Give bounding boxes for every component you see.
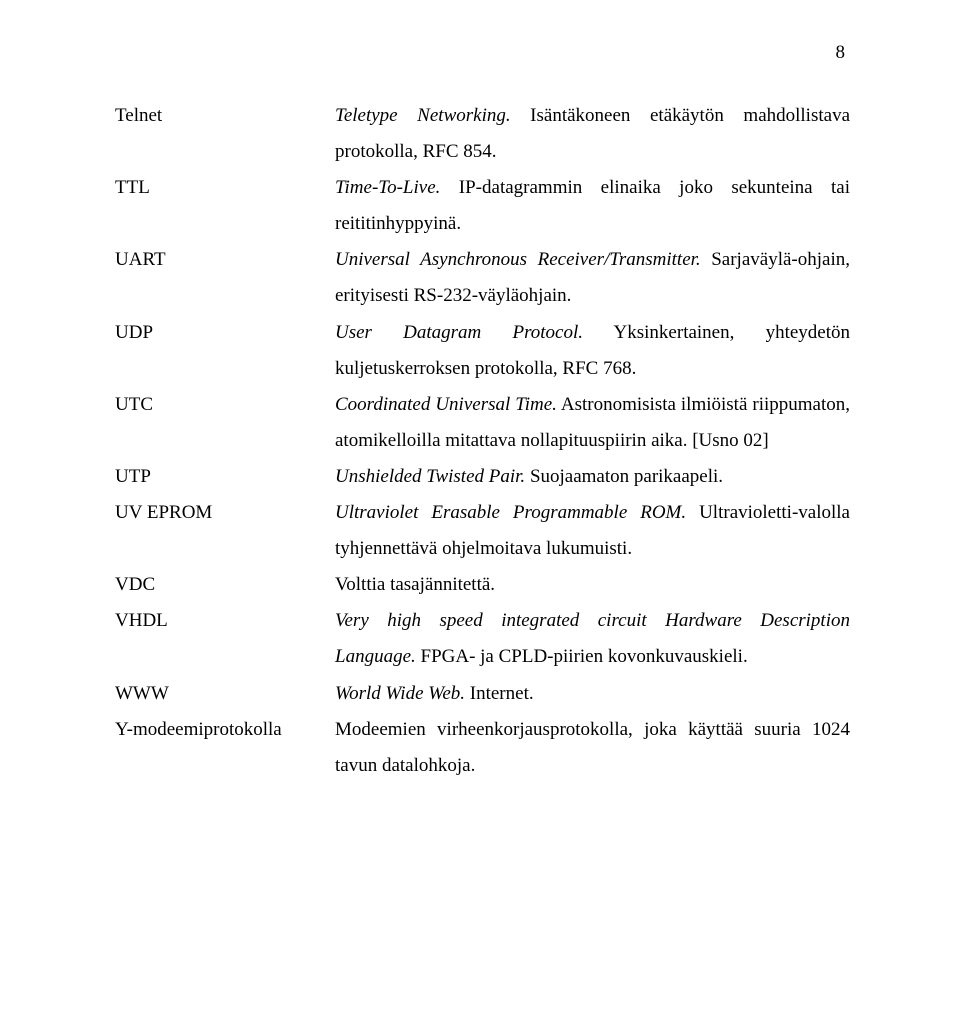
definition-italic: Unshielded Twisted Pair. (335, 466, 525, 487)
definition-italic: Teletype Networking. (335, 105, 511, 126)
term-vdc: VDC (115, 567, 335, 603)
definition-row: UTC Coordinated Universal Time. Astronom… (115, 387, 850, 459)
page-number: 8 (836, 42, 846, 64)
definition-italic: Coordinated Universal Time. (335, 394, 557, 415)
definition-vhdl: Very high speed integrated circuit Hardw… (335, 603, 850, 675)
definition-rest: Volttia tasajännitettä. (335, 574, 495, 595)
definition-italic: Time-To-Live. (335, 177, 440, 198)
definition-italic: User Datagram Protocol. (335, 322, 583, 343)
definition-uart: Universal Asynchronous Receiver/Transmit… (335, 242, 850, 314)
definition-rest: Suojaamaton parikaapeli. (525, 466, 723, 487)
term-udp: UDP (115, 315, 335, 351)
definition-row: TTL Time-To-Live. IP-datagrammin elinaik… (115, 170, 850, 242)
definition-row: VHDL Very high speed integrated circuit … (115, 603, 850, 675)
definition-rest: Internet. (465, 683, 534, 704)
definition-uveprom: Ultraviolet Erasable Programmable ROM. U… (335, 495, 850, 567)
definition-row: WWW World Wide Web. Internet. (115, 676, 850, 712)
definition-row: UTP Unshielded Twisted Pair. Suojaamaton… (115, 459, 850, 495)
term-uart: UART (115, 242, 335, 278)
term-www: WWW (115, 676, 335, 712)
definition-italic: World Wide Web. (335, 683, 465, 704)
definition-row: Y-modeemiprotokolla Modeemien virheenkor… (115, 712, 850, 784)
definition-italic: Ultraviolet Erasable Programmable ROM. (335, 502, 686, 523)
document-page: 8 Telnet Teletype Networking. Isäntäkone… (0, 0, 960, 1029)
definition-vdc: Volttia tasajännitettä. (335, 567, 850, 603)
term-telnet: Telnet (115, 98, 335, 134)
definition-row: UDP User Datagram Protocol. Yksinkertain… (115, 315, 850, 387)
definition-ymodem: Modeemien virheenkorjausprotokolla, joka… (335, 712, 850, 784)
term-uveprom: UV EPROM (115, 495, 335, 531)
definition-row: VDC Volttia tasajännitettä. (115, 567, 850, 603)
definition-ttl: Time-To-Live. IP-datagrammin elinaika jo… (335, 170, 850, 242)
definition-rest: FPGA- ja CPLD-piirien kovonkuvauskieli. (416, 646, 748, 667)
definition-row: UV EPROM Ultraviolet Erasable Programmab… (115, 495, 850, 567)
definition-row: Telnet Teletype Networking. Isäntäkoneen… (115, 98, 850, 170)
definition-telnet: Teletype Networking. Isäntäkoneen etäkäy… (335, 98, 850, 170)
term-utc: UTC (115, 387, 335, 423)
definition-udp: User Datagram Protocol. Yksinkertainen, … (335, 315, 850, 387)
definition-italic: Universal Asynchronous Receiver/Transmit… (335, 249, 701, 270)
definition-www: World Wide Web. Internet. (335, 676, 850, 712)
definition-rest: Modeemien virheenkorjausprotokolla, joka… (335, 719, 850, 776)
definition-row: UART Universal Asynchronous Receiver/Tra… (115, 242, 850, 314)
term-ymodem: Y-modeemiprotokolla (115, 712, 335, 748)
term-vhdl: VHDL (115, 603, 335, 639)
term-ttl: TTL (115, 170, 335, 206)
definition-list: Telnet Teletype Networking. Isäntäkoneen… (115, 98, 850, 784)
term-utp: UTP (115, 459, 335, 495)
definition-utc: Coordinated Universal Time. Astronomisis… (335, 387, 850, 459)
definition-utp: Unshielded Twisted Pair. Suojaamaton par… (335, 459, 850, 495)
